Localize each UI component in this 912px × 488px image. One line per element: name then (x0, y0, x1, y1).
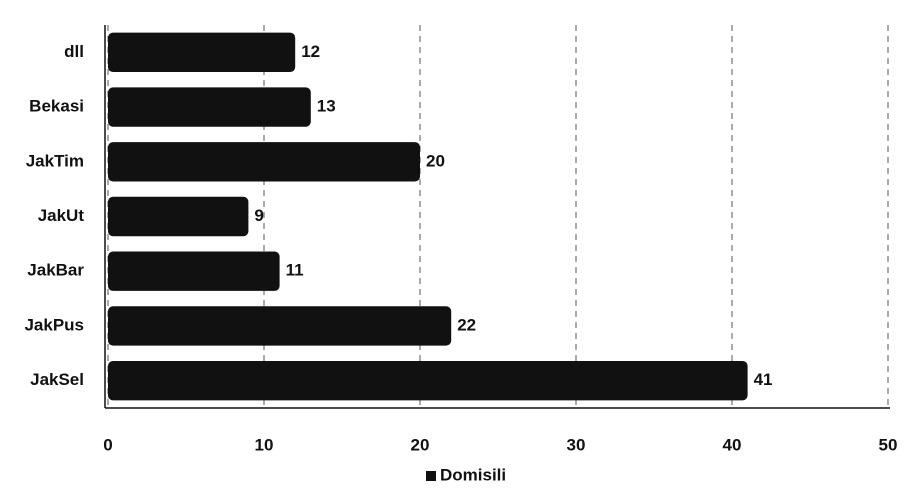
y-tick-label: JakUt (38, 206, 85, 225)
value-label: 20 (426, 151, 445, 170)
bar (108, 197, 248, 236)
x-tick-label: 50 (879, 435, 898, 454)
y-tick-label: JakSel (30, 370, 84, 389)
value-label: 11 (286, 261, 304, 280)
legend-swatch (426, 471, 436, 481)
value-label: 41 (754, 370, 773, 389)
bar (108, 252, 280, 291)
value-label: 22 (457, 315, 476, 334)
page: 0 10 20 30 40 50 dll 12 Bekasi 13 JakTim 20 JakUt 9 Ja… (0, 0, 912, 488)
y-tick-label: JakPus (24, 315, 84, 334)
x-tick-label: 40 (723, 435, 742, 454)
x-tick-label: 10 (255, 435, 274, 454)
y-tick-label: dll (64, 42, 84, 61)
x-tick-label: 30 (567, 435, 586, 454)
chart: 0 10 20 30 40 50 dll 12 Bekasi 13 JakTim 20 JakUt 9 Ja… (0, 0, 912, 488)
y-tick-label: Bekasi (29, 97, 84, 116)
bar (108, 361, 748, 400)
x-tick-label: 20 (411, 435, 430, 454)
legend-label: Domisili (440, 465, 506, 484)
y-tick-label: JakBar (27, 261, 84, 280)
bar (108, 33, 295, 72)
value-label: 13 (317, 97, 336, 116)
bar (108, 142, 420, 181)
bar (108, 87, 311, 126)
value-label: 9 (254, 206, 263, 225)
value-label: 12 (301, 42, 320, 61)
x-tick-label: 0 (103, 435, 112, 454)
y-tick-label: JakTim (26, 151, 84, 170)
bar (108, 306, 451, 345)
